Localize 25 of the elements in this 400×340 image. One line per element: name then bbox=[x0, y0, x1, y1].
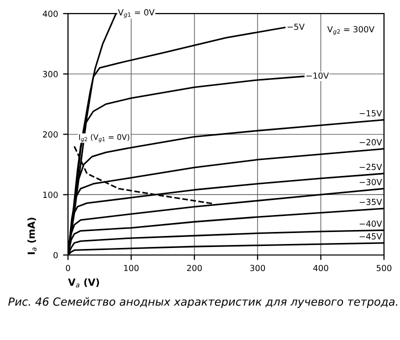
y-tick-label: 400 bbox=[42, 10, 58, 17]
series-label: V$_{g1}$ = 0V bbox=[118, 9, 155, 18]
x-tick-label: 400 bbox=[313, 264, 328, 272]
y-tick-label: 100 bbox=[43, 192, 58, 198]
text: Рис. 46 Семейство анодных характеристик для лучевого тетрода. bbox=[8, 297, 398, 308]
x-tick-label: 100 bbox=[124, 264, 139, 272]
series-label: −45V bbox=[360, 233, 382, 240]
x-tick-label: 500 bbox=[376, 264, 392, 272]
series-label: −5V bbox=[288, 24, 305, 30]
series-label: −25V bbox=[360, 164, 382, 170]
series-label: −35V bbox=[360, 198, 382, 206]
y-tick-label: 300 bbox=[43, 70, 58, 78]
y-tick-label: 200 bbox=[42, 131, 58, 138]
y-axis-title: I$_{a}$ (mA) bbox=[27, 218, 36, 254]
annotation: V$_{g2}$ = 300V bbox=[327, 26, 374, 35]
series-label: −40V bbox=[360, 220, 382, 227]
series-label: −20V bbox=[360, 139, 382, 146]
series-label: −15V bbox=[360, 110, 382, 116]
x-axis-title: V$_{a}$ (V) bbox=[68, 278, 100, 288]
series-label: −10V bbox=[306, 72, 329, 79]
series-label: −30V bbox=[360, 178, 382, 186]
y-tick-label: 0 bbox=[54, 252, 58, 258]
x-tick-label: 0 bbox=[66, 264, 70, 272]
x-tick-label: 300 bbox=[250, 264, 265, 272]
x-tick-label: 200 bbox=[187, 264, 202, 272]
